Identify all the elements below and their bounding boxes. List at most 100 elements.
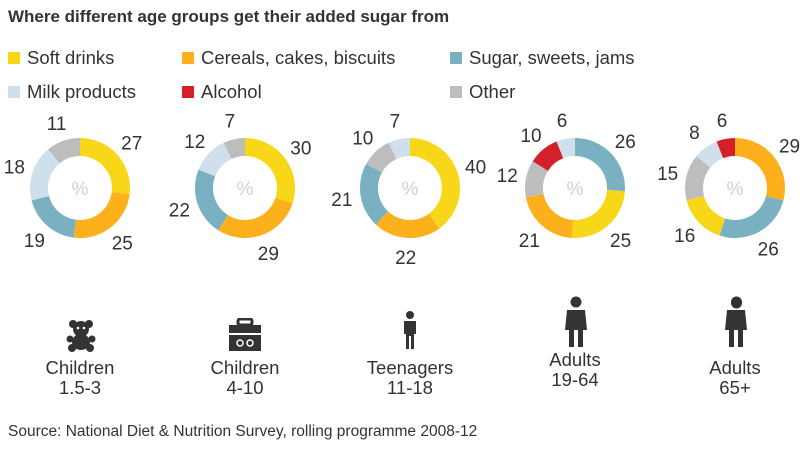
slice-value-label: 15: [657, 164, 678, 185]
adult-icon: [562, 296, 590, 353]
slice-value-label: 25: [112, 234, 133, 255]
donut-slice: [359, 163, 389, 225]
slice-value-label: 18: [4, 158, 25, 179]
legend-swatch: [450, 52, 462, 64]
donut-slice: [696, 141, 724, 168]
donut-slice: [525, 161, 548, 198]
slice-value-label: 22: [169, 200, 190, 221]
donut-slice: [218, 197, 293, 238]
slice-value-label: 11: [47, 114, 67, 135]
slice-value-label: 21: [519, 231, 540, 252]
donut-slice: [30, 149, 60, 201]
donut-slice: [195, 169, 228, 231]
group-label-name: Teenagers: [366, 357, 454, 378]
donut-slice: [198, 142, 232, 177]
slice-value-label: 16: [674, 226, 695, 247]
group-label-age-range: 4-10: [226, 377, 264, 398]
slice-value-label: 7: [225, 112, 236, 133]
center-percent-label: %: [72, 179, 89, 200]
legend-label: Cereals, cakes, biscuits: [201, 47, 396, 68]
legend-swatch: [182, 52, 194, 64]
legend-label: Other: [469, 81, 516, 102]
legend-item: Milk products: [8, 81, 136, 103]
center-percent-label: %: [402, 179, 419, 200]
legend-swatch: [8, 52, 20, 64]
donut-slice: [48, 138, 80, 164]
slice-value-label: 22: [395, 248, 416, 269]
slice-value-label: 40: [465, 158, 486, 179]
legend-label: Soft drinks: [27, 47, 115, 68]
slice-value-label: 10: [520, 126, 541, 147]
group-label-age-range: 11-18: [387, 377, 433, 398]
lunchbox-icon: [227, 317, 263, 357]
donut-slice: [571, 190, 625, 239]
legend-swatch: [8, 86, 20, 98]
slice-value-label: 26: [758, 239, 779, 260]
slice-value-label: 21: [331, 190, 352, 211]
group-label: Children 4-10: [185, 358, 305, 398]
slice-value-label: 8: [689, 123, 700, 144]
group-label-age-range: 65+: [719, 377, 751, 398]
legend-item: Other: [450, 81, 515, 103]
donut-slice: [31, 195, 76, 238]
donut-slice: [686, 195, 726, 236]
legend-swatch: [450, 86, 462, 98]
group-label: Adults 19-64: [515, 350, 635, 390]
group-label-age-range: 1.5-3: [58, 377, 102, 398]
legend-item: Cereals, cakes, biscuits: [182, 47, 395, 69]
donut-slice: [575, 138, 625, 192]
slice-value-label: 10: [352, 129, 373, 150]
center-percent-label: %: [727, 179, 744, 200]
slice-value-label: 25: [610, 231, 631, 252]
slice-value-label: 12: [184, 132, 205, 153]
donut-slice: [73, 192, 130, 238]
group-label-age-range: 19-64: [551, 369, 599, 390]
slice-value-label: 29: [258, 244, 279, 265]
legend-label: Sugar, sweets, jams: [469, 47, 635, 68]
legend-item: Sugar, sweets, jams: [450, 47, 635, 69]
group-label-name: Children: [210, 357, 280, 378]
legend-item: Soft drinks: [8, 47, 114, 69]
slice-value-label: 26: [615, 132, 636, 153]
legend-swatch: [182, 86, 194, 98]
slice-value-label: 30: [290, 138, 311, 159]
group-label: Children 1.5-3: [20, 358, 140, 398]
legend-label: Milk products: [27, 81, 136, 102]
slice-value-label: 7: [390, 112, 401, 133]
donut-slice: [685, 156, 711, 201]
donut-slice: [388, 138, 410, 160]
donut-slice: [375, 211, 440, 238]
chart-title: Where different age groups get their add…: [8, 7, 450, 26]
donut-slice: [410, 138, 460, 229]
teenager-icon: [400, 310, 420, 355]
center-percent-label: %: [237, 179, 254, 200]
group-label-name: Adults: [709, 357, 761, 378]
group-label-name: Children: [45, 357, 115, 378]
source-note: Source: National Diet & Nutrition Survey…: [8, 423, 478, 440]
slice-value-label: 29: [779, 137, 800, 158]
group-label: Adults 65+: [675, 358, 795, 398]
donut-slice: [716, 138, 735, 159]
donut-slice: [735, 138, 785, 201]
group-label: Teenagers 11-18: [350, 358, 470, 398]
donut-slice: [525, 193, 573, 238]
donut-slice: [80, 138, 130, 195]
legend-item: Alcohol: [182, 81, 262, 103]
slice-value-label: 6: [717, 111, 728, 132]
center-percent-label: %: [567, 179, 584, 200]
donut-slice: [245, 138, 295, 204]
slice-value-label: 27: [121, 133, 142, 154]
donut-slice: [556, 138, 575, 159]
donut-slice: [532, 141, 564, 171]
legend-label: Alcohol: [201, 81, 262, 102]
donut-slice: [366, 142, 397, 173]
teddy-bear-icon: [64, 318, 98, 357]
slice-value-label: 6: [557, 111, 568, 132]
donut-slice: [719, 195, 784, 238]
group-label-name: Adults: [549, 349, 601, 370]
slice-value-label: 19: [24, 231, 45, 252]
slice-value-label: 12: [497, 166, 518, 187]
older-adult-icon: [722, 296, 750, 353]
